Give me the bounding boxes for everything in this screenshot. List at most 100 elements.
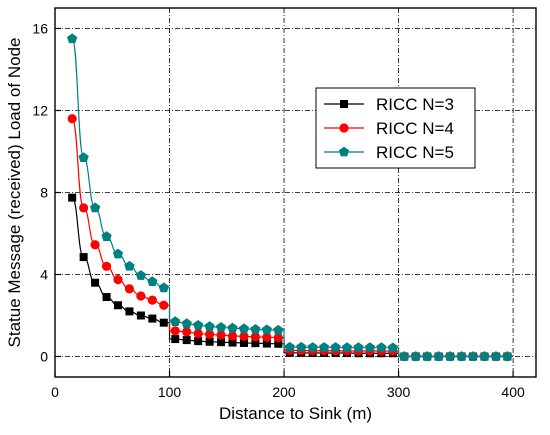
data-point (227, 322, 238, 333)
data-point (217, 338, 226, 347)
series-1 (68, 193, 512, 361)
data-point (273, 333, 283, 343)
legend-label: RICC N=5 (376, 143, 454, 162)
data-point (194, 337, 203, 346)
data-point (490, 351, 502, 361)
data-point (250, 324, 261, 334)
legend-marker (338, 146, 350, 157)
data-point (159, 318, 168, 327)
x-tick-label: 300 (387, 384, 411, 400)
data-point (399, 351, 410, 361)
data-point (113, 275, 123, 285)
data-point (273, 324, 284, 335)
data-point (433, 351, 444, 361)
legend: RICC N=3 RICC N=4 RICC N=5 (315, 87, 476, 169)
data-point (274, 339, 283, 348)
data-point (112, 248, 124, 259)
data-point (147, 295, 157, 305)
data-point (182, 336, 191, 345)
y-tick-label: 4 (40, 267, 48, 283)
data-point (67, 114, 77, 124)
data-point (216, 330, 226, 340)
x-tick-label: 400 (501, 384, 525, 400)
data-point (262, 339, 271, 348)
data-point (124, 284, 135, 294)
data-point (135, 270, 147, 280)
data-point (228, 338, 237, 347)
data-point (502, 351, 513, 361)
data-point (171, 335, 180, 344)
data-point (89, 202, 101, 213)
data-point (170, 326, 180, 336)
data-point (227, 331, 238, 341)
data-point (296, 341, 307, 352)
y-tick-label: 16 (32, 21, 48, 37)
data-point (410, 351, 421, 361)
data-point (376, 342, 387, 353)
data-point (102, 293, 111, 302)
x-tick-label: 100 (158, 384, 182, 400)
data-point (67, 33, 78, 44)
axis-ticks: 0 100 200 300 400 0 4 8 12 16 (32, 21, 525, 401)
data-point (193, 319, 204, 330)
grid-lines (55, 8, 536, 377)
x-axis-title: Distance to Sink (m) (219, 404, 372, 423)
data-point (341, 342, 353, 353)
data-point (125, 307, 134, 316)
data-point (319, 342, 330, 352)
data-point (79, 203, 89, 213)
series-layer (67, 33, 513, 362)
data-point (182, 327, 192, 337)
data-point (387, 342, 398, 353)
data-point (101, 231, 112, 241)
y-tick-label: 12 (32, 103, 48, 119)
data-point (78, 152, 89, 163)
data-point (284, 341, 295, 352)
data-point (205, 329, 215, 339)
data-point (456, 351, 467, 361)
data-point (193, 328, 203, 339)
data-point (262, 332, 272, 342)
data-point (113, 301, 122, 310)
data-point (159, 300, 169, 310)
data-point (124, 260, 135, 271)
data-point (353, 342, 364, 353)
data-point (215, 321, 227, 332)
data-point (444, 351, 456, 361)
data-point (170, 316, 181, 327)
data-point (181, 318, 192, 329)
data-point (136, 311, 145, 320)
data-point (330, 342, 341, 352)
data-point (307, 342, 318, 352)
x-tick-label: 0 (51, 384, 59, 400)
data-point (136, 291, 146, 301)
data-point (364, 342, 376, 353)
data-point (467, 351, 479, 361)
legend-label: RICC N=4 (376, 119, 454, 138)
legend-marker (339, 123, 349, 133)
legend-marker (340, 100, 348, 108)
data-point (239, 331, 249, 342)
data-point (250, 332, 261, 342)
data-point (91, 278, 100, 287)
data-point (422, 351, 433, 361)
series-3 (67, 33, 513, 361)
data-point (90, 240, 100, 250)
data-point (148, 314, 157, 323)
data-point (68, 193, 77, 202)
data-point (204, 321, 215, 331)
data-point (101, 261, 112, 271)
data-point (479, 351, 490, 361)
legend-label: RICC N=3 (376, 95, 454, 114)
y-tick-label: 0 (40, 349, 48, 365)
data-point (158, 282, 169, 293)
x-tick-label: 200 (272, 384, 296, 400)
series-line (71, 38, 508, 358)
data-point (147, 276, 158, 287)
data-point (239, 338, 248, 347)
data-point (205, 337, 214, 346)
data-point (238, 323, 250, 334)
data-point (251, 339, 260, 348)
data-point (261, 324, 272, 335)
